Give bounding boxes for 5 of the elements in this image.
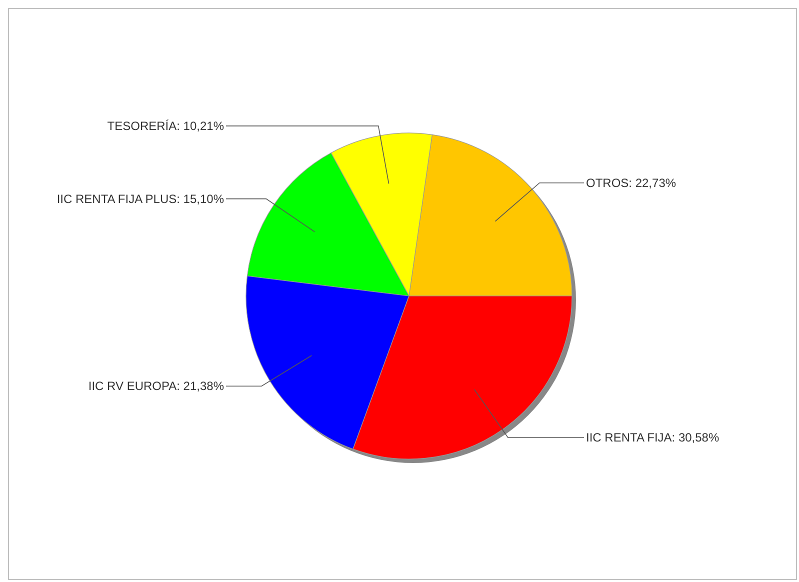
- slice-label: IIC RENTA FIJA PLUS: 15,10%: [56, 192, 224, 206]
- slice-label: IIC RV EUROPA: 21,38%: [88, 379, 224, 394]
- slice-label: OTROS: 22,73%: [586, 176, 676, 190]
- slice-label: IIC RENTA FIJA: 30,58%: [586, 430, 720, 445]
- slice-label: TESORERÍA: 10,21%: [107, 118, 224, 133]
